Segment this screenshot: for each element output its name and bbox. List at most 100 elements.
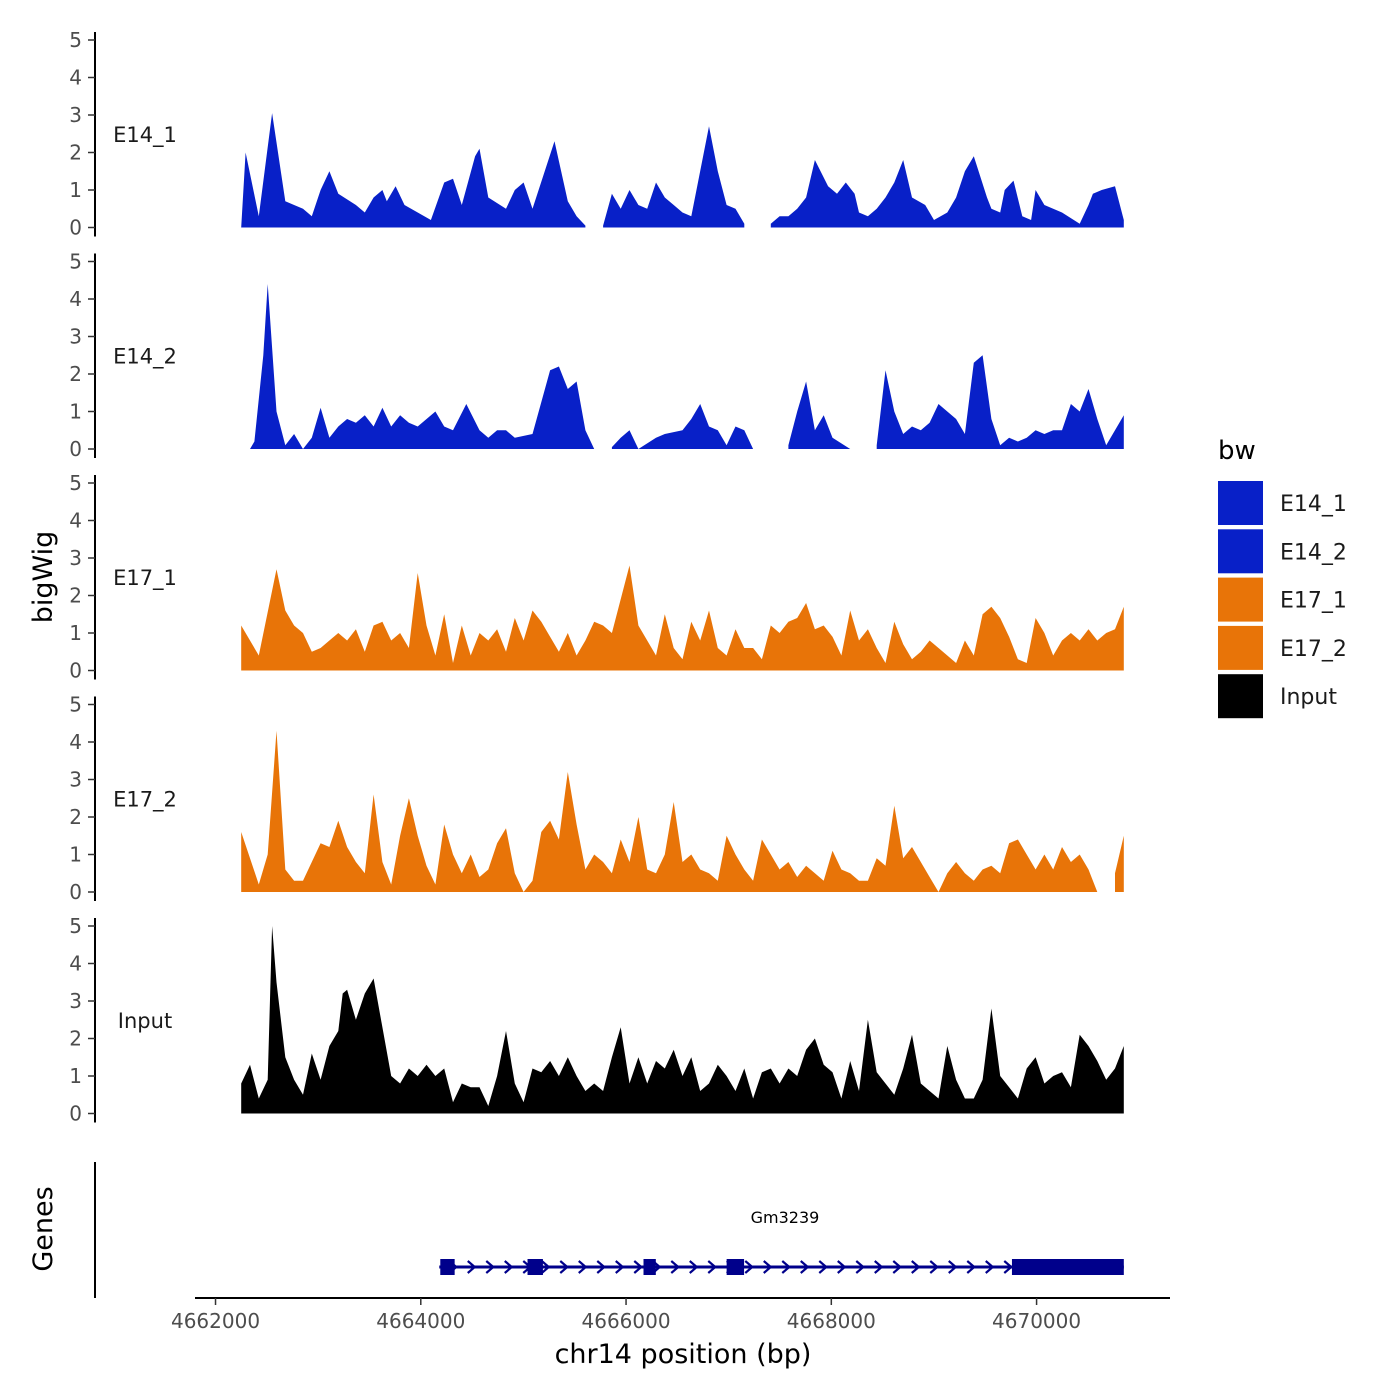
strand-arrow xyxy=(1003,1260,1013,1274)
coverage-area-E14_1 xyxy=(241,113,586,228)
strand-arrow xyxy=(929,1260,939,1274)
strand-arrow xyxy=(818,1260,828,1274)
panel-Input: 0 1 2 3 4 5 Input xyxy=(69,914,1124,1126)
legend-swatch-E17_2 xyxy=(1218,625,1263,670)
gene-exon xyxy=(440,1259,455,1275)
strand-arrow xyxy=(633,1260,643,1274)
y-tick-label: 4 xyxy=(69,509,82,533)
y-tick-label: 1 xyxy=(69,621,82,645)
coverage-area-E17_1 xyxy=(241,565,1124,671)
y-tick-label: 2 xyxy=(69,141,82,165)
y-tick-label: 5 xyxy=(69,693,82,717)
legend-label-E14_1: E14_1 xyxy=(1280,492,1347,517)
y-tick-label: 3 xyxy=(69,989,82,1013)
y-tick-label: 0 xyxy=(69,437,82,461)
y-tick-label: 3 xyxy=(69,325,82,349)
strand-arrow xyxy=(559,1260,569,1274)
x-tick-label: 4662000 xyxy=(171,1309,260,1333)
strand-arrow xyxy=(874,1260,884,1274)
strand-arrow xyxy=(800,1260,810,1274)
coverage-area-E14_2 xyxy=(788,381,851,449)
coverage-area-E17_2 xyxy=(241,730,1098,892)
panel-E17_1: 0 1 2 3 4 5 E17_1 xyxy=(69,471,1124,683)
strand-arrow xyxy=(504,1260,514,1274)
y-tick-label: 5 xyxy=(69,914,82,938)
panel-E17_2: 0 1 2 3 4 5 E17_2 xyxy=(69,693,1124,904)
y-tick-label: 0 xyxy=(69,880,82,904)
genes-axis-title: Genes xyxy=(28,1186,59,1271)
y-tick-label: 5 xyxy=(69,250,82,274)
strand-arrow xyxy=(596,1260,606,1274)
strand-arrow xyxy=(578,1260,588,1274)
strand-arrow xyxy=(615,1260,625,1274)
panel-E14_1: 0 1 2 3 4 5 E14_1 xyxy=(69,28,1124,240)
strand-arrow xyxy=(911,1260,921,1274)
strand-arrow xyxy=(948,1260,958,1274)
y-axis-title: bigWig xyxy=(28,531,59,624)
gene-panel: Gm3239 xyxy=(94,1162,1170,1299)
strand-arrow xyxy=(781,1260,791,1274)
strand-arrow xyxy=(892,1260,902,1274)
coverage-area-E14_2 xyxy=(611,404,754,449)
gene-model xyxy=(439,1259,1124,1275)
strand-arrow xyxy=(485,1260,495,1274)
gene-exon xyxy=(726,1259,745,1275)
y-tick-label: 0 xyxy=(69,1102,82,1126)
y-tick-label: 0 xyxy=(69,216,82,240)
legend-label-E17_2: E17_2 xyxy=(1280,637,1347,662)
legend-swatch-E14_2 xyxy=(1218,529,1263,574)
y-tick-label: 4 xyxy=(69,952,82,976)
bigwig-panels: 0 1 2 3 4 5 E14_1 0 1 2 3 4 5 E14_2 0 1 2 3 4 5 E17_1 0 1 2 3 4 5 E… xyxy=(69,28,1124,1126)
y-tick-label: 5 xyxy=(69,471,82,495)
y-tick-label: 2 xyxy=(69,584,82,608)
x-axis-ticks: 4662000 4664000 4666000 4668000 4670000 xyxy=(171,1298,1081,1333)
y-tick-label: 1 xyxy=(69,1064,82,1088)
track-label-Input: Input xyxy=(118,1009,172,1033)
strand-arrow xyxy=(707,1260,717,1274)
y-tick-label: 3 xyxy=(69,546,82,570)
x-tick-label: 4666000 xyxy=(582,1309,671,1333)
coverage-area-E14_2 xyxy=(250,284,595,449)
legend-swatch-E14_1 xyxy=(1218,481,1263,525)
y-tick-label: 4 xyxy=(69,287,82,311)
legend-items: E14_1 E14_2 E17_1 E17_2 Input xyxy=(1218,481,1347,719)
strand-arrow xyxy=(467,1260,477,1274)
strand-arrow xyxy=(837,1260,847,1274)
y-tick-label: 4 xyxy=(69,730,82,754)
y-tick-label: 2 xyxy=(69,362,82,386)
y-tick-label: 0 xyxy=(69,659,82,683)
coverage-area-Input xyxy=(241,926,1124,1114)
strand-arrow xyxy=(763,1260,773,1274)
strand-arrow xyxy=(541,1260,551,1274)
y-tick-label: 3 xyxy=(69,768,82,792)
y-tick-label: 5 xyxy=(69,28,82,52)
y-tick-label: 1 xyxy=(69,843,82,867)
x-axis-title: chr14 position (bp) xyxy=(555,1339,812,1370)
strand-arrow xyxy=(744,1260,754,1274)
legend-label-E17_1: E17_1 xyxy=(1280,589,1347,614)
track-label-E17_2: E17_2 xyxy=(113,788,177,813)
strand-arrow xyxy=(966,1260,976,1274)
y-tick-label: 4 xyxy=(69,66,82,90)
gene-exon xyxy=(1011,1259,1124,1275)
x-tick-label: 4664000 xyxy=(376,1309,465,1333)
legend-swatch-Input xyxy=(1218,674,1263,719)
y-tick-label: 2 xyxy=(69,1027,82,1051)
y-tick-label: 2 xyxy=(69,805,82,829)
coverage-area-E14_1 xyxy=(603,126,745,228)
legend-swatch-E17_1 xyxy=(1218,577,1263,622)
x-tick-label: 4670000 xyxy=(992,1309,1081,1333)
strand-arrow xyxy=(985,1260,995,1274)
legend-label-E14_2: E14_2 xyxy=(1280,540,1347,565)
y-tick-label: 1 xyxy=(69,400,82,424)
strand-arrow xyxy=(670,1260,680,1274)
coverage-area-E14_1 xyxy=(770,156,1124,228)
coverage-area-E14_2 xyxy=(876,355,1124,449)
strand-arrow xyxy=(689,1260,699,1274)
y-tick-label: 1 xyxy=(69,178,82,202)
gene-label: Gm3239 xyxy=(751,1208,820,1227)
track-label-E14_2: E14_2 xyxy=(113,345,177,370)
track-label-E14_1: E14_1 xyxy=(113,123,177,148)
gene-exon xyxy=(643,1259,656,1275)
